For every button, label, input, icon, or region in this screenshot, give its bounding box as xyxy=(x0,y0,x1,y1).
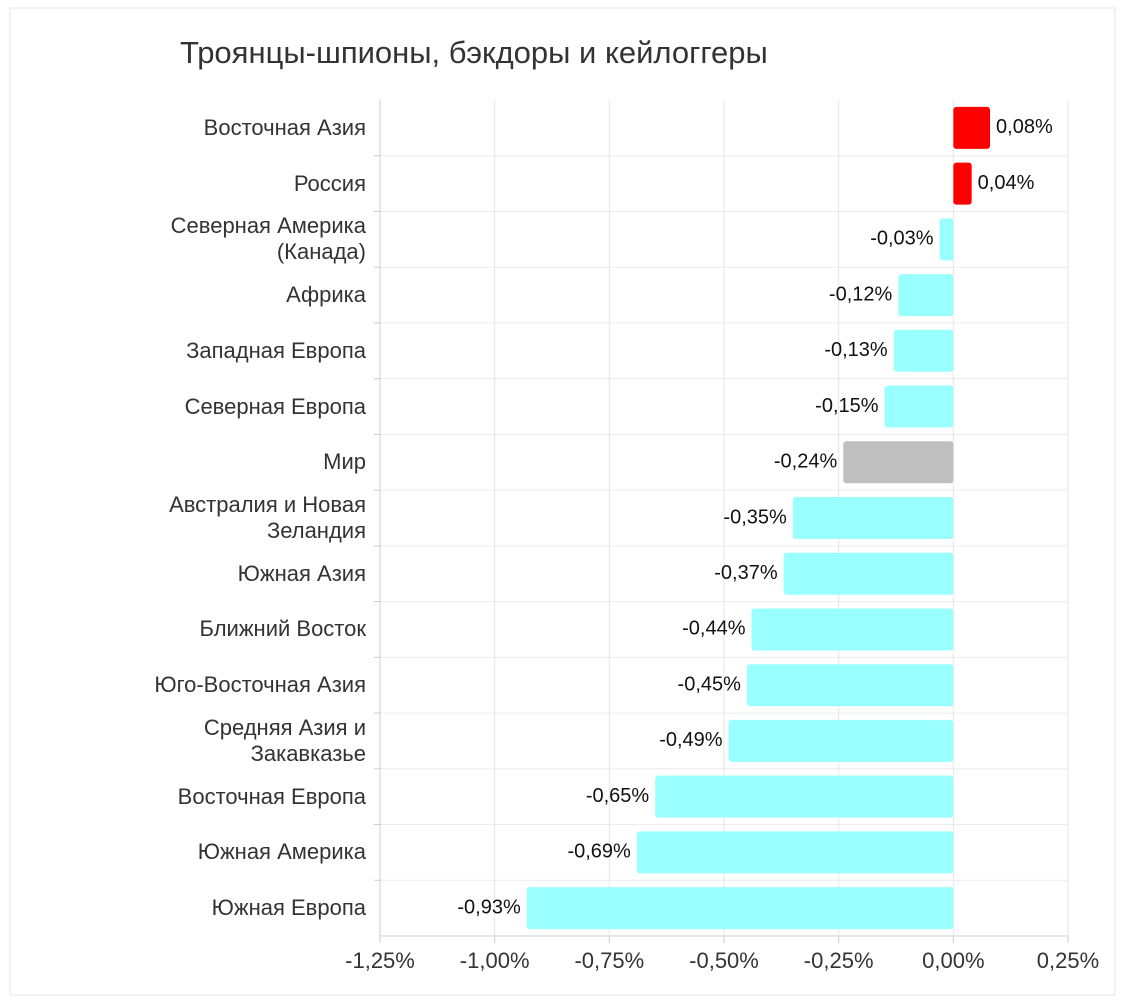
y-tick-label: Восточная Азия xyxy=(203,114,366,140)
value-label: -0,45% xyxy=(678,673,742,695)
category-label-box: Северная Европа xyxy=(86,379,366,435)
bar xyxy=(843,441,954,484)
y-tick-label: Южная Азия xyxy=(237,560,366,586)
value-label: -0,93% xyxy=(457,896,521,918)
value-label: -0,03% xyxy=(870,228,934,250)
category-label-box: Австралия и Новая Зеландия xyxy=(86,490,366,546)
value-label: -0,15% xyxy=(815,395,879,417)
y-tick-label: Южная Европа xyxy=(211,895,366,921)
value-label: 0,08% xyxy=(996,116,1053,138)
category-label-box: Африка xyxy=(86,267,366,323)
category-label-box: Южная Европа xyxy=(86,880,366,936)
chart-title: Троянцы-шпионы, бэкдоры и кейлоггеры xyxy=(180,35,768,70)
bar xyxy=(939,218,954,261)
value-label: -0,69% xyxy=(567,841,631,863)
x-tick-label: -1,00% xyxy=(460,948,530,973)
value-label: -0,37% xyxy=(714,562,778,584)
value-label: 0,04% xyxy=(978,172,1035,194)
value-label: -0,12% xyxy=(829,283,893,305)
bar xyxy=(655,775,954,818)
bar xyxy=(792,497,954,539)
bar xyxy=(893,329,954,372)
bar xyxy=(636,831,954,874)
x-tick-label: -0,50% xyxy=(689,948,759,973)
bar xyxy=(783,552,954,595)
y-tick-label: Южная Америка xyxy=(197,839,366,865)
bar xyxy=(728,719,954,762)
bar xyxy=(953,162,972,205)
y-tick-label: Северная Америка (Канада) xyxy=(170,213,366,265)
category-label-box: Мир xyxy=(86,434,366,490)
x-tick-label: -0,25% xyxy=(804,948,874,973)
category-label-box: Северная Америка (Канада) xyxy=(86,211,366,267)
category-label-box: Юго-Восточная Азия xyxy=(86,657,366,713)
y-tick-label: Африка xyxy=(286,282,366,308)
x-tick-label: 0,00% xyxy=(922,948,984,973)
category-label-box: Западная Европа xyxy=(86,323,366,379)
category-label-box: Россия xyxy=(86,156,366,212)
bar xyxy=(746,664,954,707)
y-tick-label: Россия xyxy=(293,170,366,196)
x-tick-label: -1,25% xyxy=(345,948,415,973)
x-tick-label: 0,25% xyxy=(1037,948,1099,973)
y-tick-label: Средняя Азия и Закавказье xyxy=(203,714,366,766)
value-label: -0,44% xyxy=(682,618,746,640)
y-tick-label: Мир xyxy=(323,449,366,475)
category-label-box: Средняя Азия и Закавказье xyxy=(86,713,366,769)
y-tick-label: Северная Европа xyxy=(184,393,366,419)
category-label-box: Ближний Восток xyxy=(86,602,366,658)
y-tick-label: Юго-Восточная Азия xyxy=(154,672,366,698)
y-tick-label: Западная Европа xyxy=(186,337,366,363)
x-tick-label: -0,75% xyxy=(574,948,644,973)
y-tick-label: Восточная Европа xyxy=(177,783,366,809)
y-tick-label: Австралия и Новая Зеландия xyxy=(169,491,366,543)
value-label: -0,65% xyxy=(586,785,650,807)
category-label-box: Южная Америка xyxy=(86,825,366,881)
category-label-box: Восточная Европа xyxy=(86,769,366,825)
bar xyxy=(884,385,954,428)
category-label-box: Восточная Азия xyxy=(86,100,366,156)
value-label: -0,13% xyxy=(824,339,888,361)
bar xyxy=(751,608,954,651)
value-label: -0,49% xyxy=(659,729,723,751)
category-label-box: Южная Азия xyxy=(86,546,366,602)
bar xyxy=(953,106,991,149)
y-tick-label: Ближний Восток xyxy=(199,616,366,642)
bar xyxy=(526,887,954,930)
value-label: -0,24% xyxy=(774,451,838,473)
bar xyxy=(898,274,954,317)
value-label: -0,35% xyxy=(723,506,787,528)
